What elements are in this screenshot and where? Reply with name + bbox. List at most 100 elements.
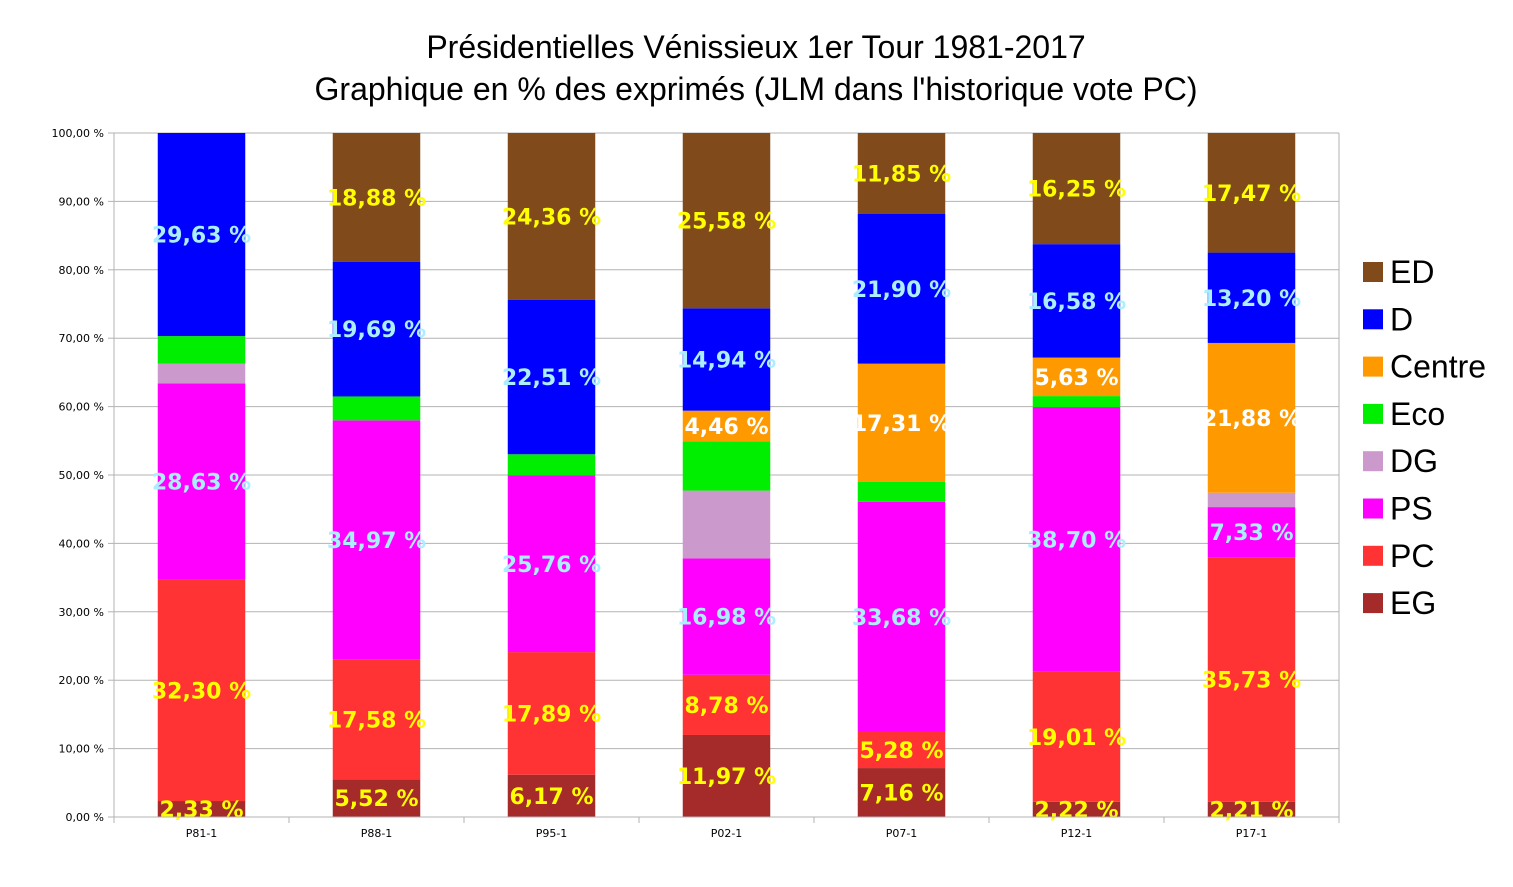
y-axis: 0,00 % 10,00 % 20,00 % 30,00 % 40,00 % 50,00 …: [52, 127, 115, 824]
bar-segment-d-p81-1: [157, 133, 246, 337]
x-tick-label: P81-1: [186, 827, 218, 840]
data-label-centre-p12-1: 5,63 %: [1035, 366, 1119, 391]
bar-segment-pc-p95-1: [507, 652, 596, 775]
bar-segment-pc-p07-1: [857, 731, 946, 769]
legend-swatch-ed: [1363, 262, 1383, 282]
data-label-centre-p07-1: 17,31 %: [852, 412, 951, 437]
bar-segment-eco-p12-1: [1032, 396, 1121, 408]
legend-swatch-d: [1363, 309, 1383, 330]
bar-segment-d-p12-1: [1032, 244, 1121, 358]
data-label-centre-p17-1: 21,88 %: [1202, 407, 1301, 432]
data-label-eg-p88-1: 5,52 %: [335, 787, 419, 812]
bar-segment-ps-p88-1: [332, 420, 421, 660]
data-label-eg-p02-1: 11,97 %: [677, 765, 776, 790]
bar-segment-pc-p02-1: [682, 674, 771, 735]
y-tick-label: 100,00 %: [52, 127, 104, 140]
data-label-d-p81-1: 29,63 %: [152, 224, 251, 249]
bar-segment-ps-p17-1: [1207, 507, 1296, 558]
data-label-ps-p02-1: 16,98 %: [677, 606, 776, 631]
bar-segment-centre-p07-1: [857, 363, 946, 482]
y-tick-label: 70,00 %: [59, 332, 104, 345]
data-label-ps-p81-1: 28,63 %: [152, 471, 251, 496]
bar-segment-eco-p95-1: [507, 454, 596, 476]
legend-swatch-pc: [1363, 545, 1383, 566]
data-label-pc-p81-1: 32,30 %: [152, 679, 251, 704]
bar-segment-centre-p02-1: [682, 410, 771, 442]
data-label-ed-p12-1: 16,25 %: [1027, 178, 1126, 203]
y-tick-label: 80,00 %: [59, 264, 104, 277]
x-tick-label: P02-1: [711, 827, 743, 840]
x-tick-label: P07-1: [886, 827, 918, 840]
legend-label-centre: Centre: [1390, 349, 1486, 385]
legend-label-d: D: [1390, 301, 1413, 337]
data-label-centre-p02-1: 4,46 %: [685, 415, 769, 440]
bar-segment-d-p02-1: [682, 308, 771, 411]
y-tick-label: 50,00 %: [59, 469, 104, 482]
data-label-pc-p12-1: 19,01 %: [1027, 726, 1126, 751]
data-label-ed-p07-1: 11,85 %: [852, 162, 951, 187]
bar-segment-ed-p95-1: [507, 133, 596, 300]
data-label-d-p07-1: 21,90 %: [852, 278, 951, 303]
bar-segment-eg-p02-1: [682, 734, 771, 817]
bar-segment-d-p07-1: [857, 213, 946, 364]
bar-segment-pc-p81-1: [157, 579, 246, 802]
bars: [157, 133, 1296, 817]
bar-segment-eg-p12-1: [1032, 801, 1121, 817]
bar-segment-centre-p17-1: [1207, 342, 1296, 493]
x-tick-label: P17-1: [1236, 827, 1268, 840]
data-label-ed-p95-1: 24,36 %: [502, 205, 601, 230]
legend-swatch-ps: [1363, 498, 1383, 519]
data-label-d-p12-1: 16,58 %: [1027, 290, 1126, 315]
bar-segment-ed-p88-1: [332, 133, 421, 262]
bar-segment-pc-p88-1: [332, 659, 421, 780]
bar-segment-eco-p88-1: [332, 396, 421, 421]
legend-swatch-eg: [1363, 593, 1383, 614]
y-tick-label: 40,00 %: [59, 537, 104, 550]
legend-label-pc: PC: [1390, 538, 1434, 574]
bar-segment-d-p88-1: [332, 261, 421, 397]
x-tick-label: P95-1: [536, 827, 568, 840]
data-label-eg-p81-1: 2,33 %: [160, 798, 244, 823]
data-label-pc-p88-1: 17,58 %: [327, 708, 426, 733]
y-tick-label: 30,00 %: [59, 606, 104, 619]
bar-segment-d-p17-1: [1207, 252, 1296, 343]
data-label-ps-p07-1: 33,68 %: [852, 606, 951, 631]
y-tick-label: 0,00 %: [66, 811, 104, 824]
bar-segment-ed-p02-1: [682, 133, 771, 309]
data-label-ps-p95-1: 25,76 %: [502, 553, 601, 578]
bar-segment-dg-p17-1: [1207, 492, 1296, 508]
data-label-d-p02-1: 14,94 %: [677, 348, 776, 373]
bar-segment-ps-p02-1: [682, 558, 771, 675]
data-label-d-p95-1: 22,51 %: [502, 366, 601, 391]
bar-segment-d-p95-1: [507, 299, 596, 455]
bar-segment-eg-p17-1: [1207, 801, 1296, 817]
y-tick-label: 60,00 %: [59, 401, 104, 414]
y-tick-label: 10,00 %: [59, 743, 104, 756]
legend-swatch-centre: [1363, 356, 1383, 377]
bar-segment-ps-p07-1: [857, 501, 946, 732]
legend-label-ed: ED: [1390, 254, 1434, 290]
data-label-ps-p88-1: 34,97 %: [327, 529, 426, 554]
chart-title-line-1: Présidentielles Vénissieux 1er Tour 1981…: [426, 29, 1085, 65]
legend-label-eg: EG: [1390, 585, 1436, 621]
data-label-eg-p95-1: 6,17 %: [510, 785, 594, 810]
data-label-eg-p07-1: 7,16 %: [860, 782, 944, 807]
bar-segment-eco-p07-1: [857, 481, 946, 502]
bar-segment-pc-p17-1: [1207, 557, 1296, 802]
data-label-eg-p12-1: 2,22 %: [1035, 798, 1119, 823]
bar-segment-eco-p81-1: [157, 336, 246, 364]
bar-segment-ps-p95-1: [507, 475, 596, 653]
bar-segment-ps-p12-1: [1032, 407, 1121, 672]
x-tick-label: P88-1: [361, 827, 393, 840]
bar-segment-ed-p12-1: [1032, 133, 1121, 245]
legend-label-dg: DG: [1390, 443, 1438, 479]
x-tick-label: P12-1: [1061, 827, 1093, 840]
data-label-d-p17-1: 13,20 %: [1202, 287, 1301, 312]
y-tick-label: 90,00 %: [59, 195, 104, 208]
data-label-eg-p17-1: 2,21 %: [1210, 798, 1294, 823]
data-label-pc-p95-1: 17,89 %: [502, 702, 601, 727]
bar-segment-ps-p81-1: [157, 383, 246, 580]
bar-segment-ed-p17-1: [1207, 133, 1296, 253]
bar-segment-eg-p81-1: [157, 801, 246, 817]
data-label-pc-p07-1: 5,28 %: [860, 739, 944, 764]
